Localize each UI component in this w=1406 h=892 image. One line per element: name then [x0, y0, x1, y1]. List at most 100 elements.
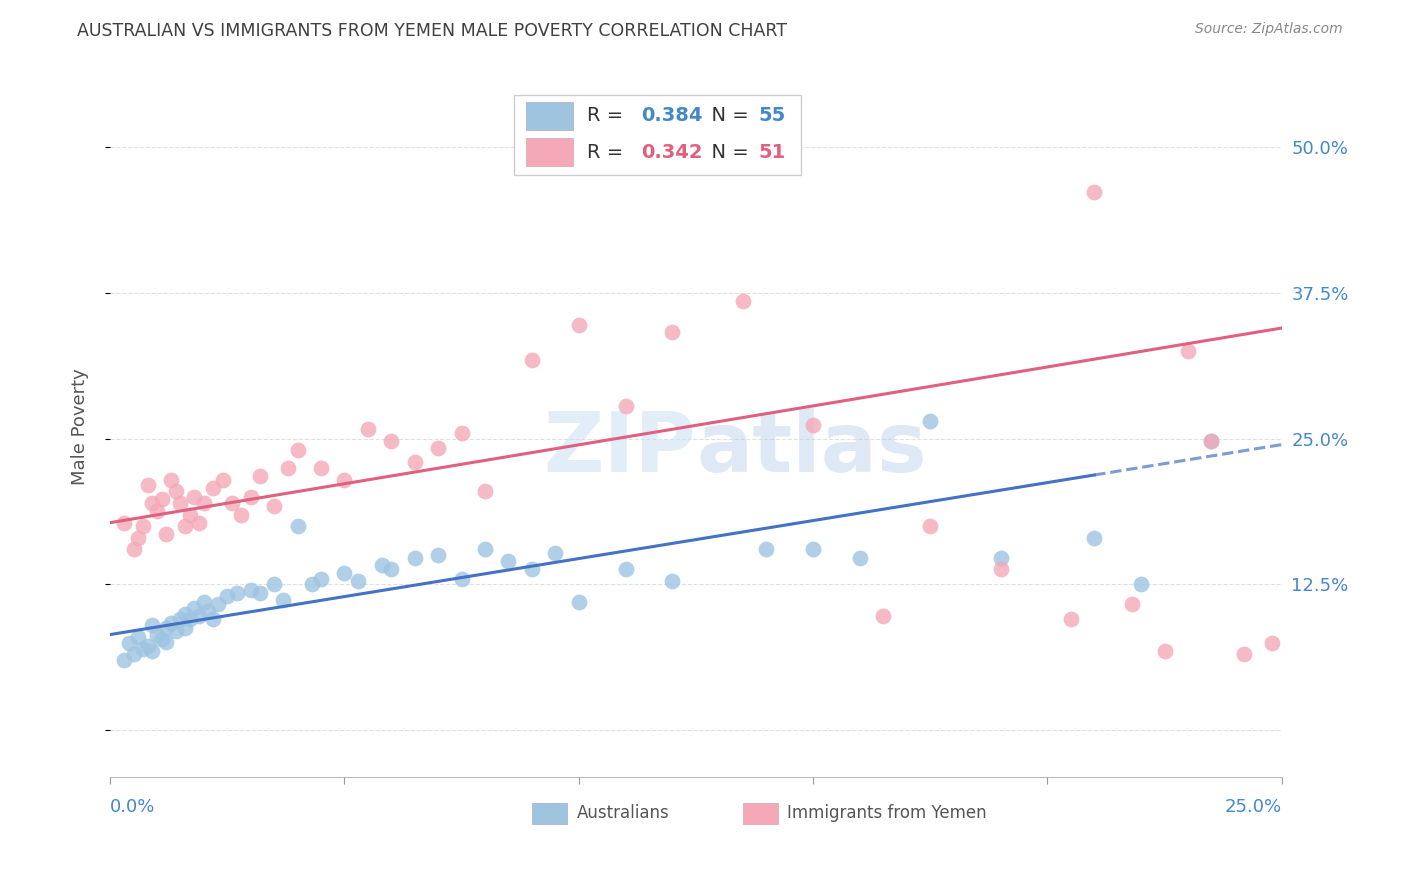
Point	[498, 554, 520, 568]
Point	[132, 519, 155, 533]
Point	[404, 550, 426, 565]
Point	[380, 562, 402, 576]
Point	[801, 417, 824, 432]
Point	[174, 607, 197, 621]
Point	[165, 484, 187, 499]
Text: Australians: Australians	[576, 805, 669, 822]
Point	[225, 585, 247, 599]
Point	[179, 508, 201, 522]
Point	[217, 589, 239, 603]
Point	[755, 542, 778, 557]
Point	[169, 496, 191, 510]
Point	[174, 621, 197, 635]
Text: AUSTRALIAN VS IMMIGRANTS FROM YEMEN MALE POVERTY CORRELATION CHART: AUSTRALIAN VS IMMIGRANTS FROM YEMEN MALE…	[77, 22, 787, 40]
Point	[183, 490, 205, 504]
Text: 51: 51	[758, 143, 785, 161]
Point	[520, 562, 543, 576]
Point	[150, 632, 173, 647]
Point	[136, 639, 159, 653]
FancyBboxPatch shape	[526, 102, 572, 130]
Point	[520, 352, 543, 367]
Point	[202, 481, 225, 495]
Point	[990, 562, 1012, 576]
Point	[920, 519, 942, 533]
Point	[333, 566, 356, 580]
FancyBboxPatch shape	[531, 804, 567, 824]
Point	[127, 630, 149, 644]
Point	[221, 496, 243, 510]
Text: Immigrants from Yemen: Immigrants from Yemen	[787, 805, 987, 822]
Point	[1201, 434, 1223, 449]
FancyBboxPatch shape	[526, 138, 572, 166]
Point	[380, 434, 402, 449]
Point	[347, 574, 370, 588]
Text: ZIP: ZIP	[543, 408, 696, 489]
Text: R =: R =	[586, 143, 630, 161]
Text: 55: 55	[758, 106, 785, 126]
Point	[661, 574, 683, 588]
Point	[249, 585, 271, 599]
Point	[239, 583, 262, 598]
Point	[474, 542, 496, 557]
Point	[568, 595, 591, 609]
Point	[155, 527, 177, 541]
Point	[661, 325, 683, 339]
Point	[1153, 644, 1175, 658]
Point	[141, 496, 163, 510]
Text: atlas: atlas	[696, 408, 927, 489]
Text: 0.342: 0.342	[641, 143, 703, 161]
Point	[273, 592, 295, 607]
Point	[160, 473, 183, 487]
Point	[568, 318, 591, 332]
Point	[287, 443, 309, 458]
Point	[990, 550, 1012, 565]
Point	[614, 562, 637, 576]
FancyBboxPatch shape	[742, 804, 778, 824]
Point	[1060, 612, 1083, 626]
Point	[357, 422, 380, 436]
Point	[202, 612, 225, 626]
Point	[122, 542, 145, 557]
Point	[112, 653, 135, 667]
Point	[160, 615, 183, 630]
Point	[287, 519, 309, 533]
FancyBboxPatch shape	[515, 95, 801, 176]
Point	[122, 648, 145, 662]
Text: N =: N =	[699, 143, 755, 161]
Point	[183, 600, 205, 615]
Point	[872, 609, 894, 624]
Point	[263, 500, 285, 514]
Point	[174, 519, 197, 533]
Point	[450, 425, 472, 440]
Point	[404, 455, 426, 469]
Point	[309, 572, 332, 586]
Point	[249, 469, 271, 483]
Point	[277, 461, 299, 475]
Text: 0.0%: 0.0%	[110, 797, 156, 816]
Point	[301, 577, 323, 591]
Text: 0.384: 0.384	[641, 106, 703, 126]
Point	[239, 490, 262, 504]
Point	[193, 496, 215, 510]
Point	[179, 612, 201, 626]
Point	[1177, 344, 1199, 359]
Point	[849, 550, 872, 565]
Point	[112, 516, 135, 530]
Point	[731, 294, 754, 309]
Point	[371, 558, 394, 572]
Point	[1083, 531, 1105, 545]
Point	[333, 473, 356, 487]
Point	[450, 572, 472, 586]
Point	[1201, 434, 1223, 449]
Point	[155, 634, 177, 648]
Point	[309, 461, 332, 475]
Point	[150, 492, 173, 507]
Point	[211, 473, 233, 487]
Point	[169, 612, 191, 626]
Point	[146, 627, 169, 641]
Point	[136, 478, 159, 492]
Y-axis label: Male Poverty: Male Poverty	[72, 368, 89, 485]
Point	[155, 621, 177, 635]
Text: Source: ZipAtlas.com: Source: ZipAtlas.com	[1195, 22, 1343, 37]
Point	[193, 595, 215, 609]
